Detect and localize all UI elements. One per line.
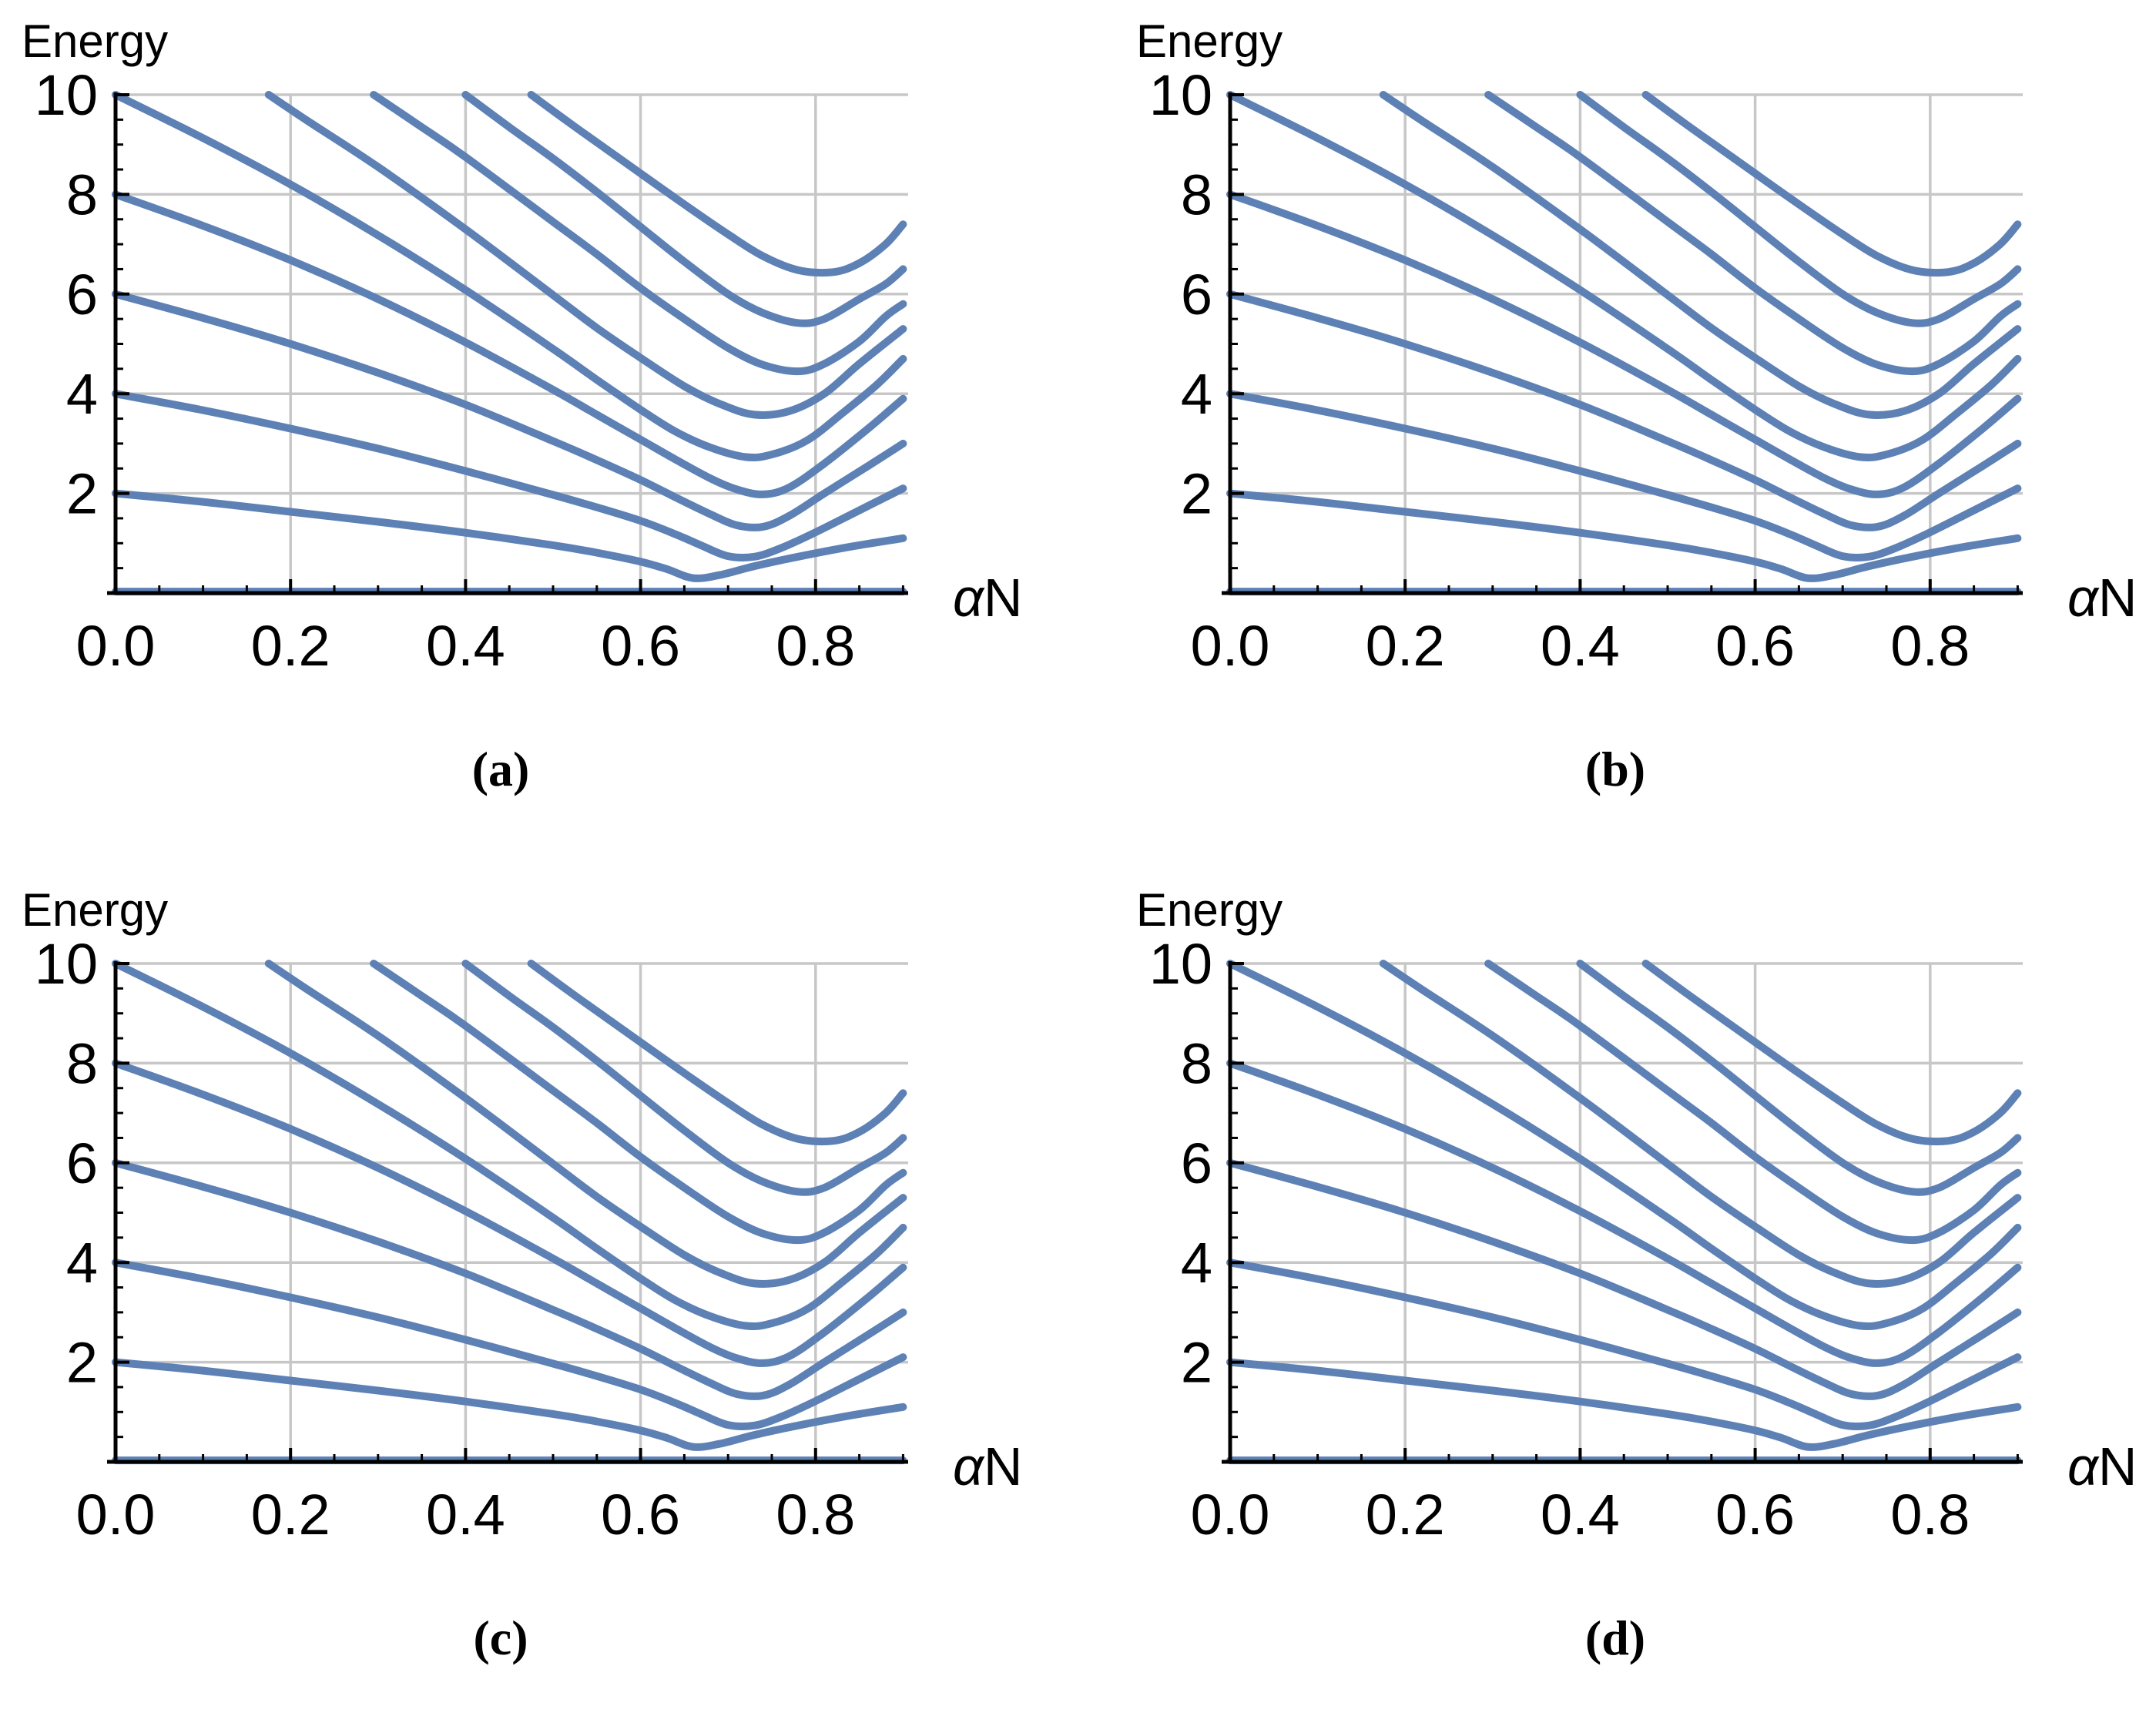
y-tick-label: 2: [66, 462, 98, 526]
energy-level-curve-E7: [370, 91, 907, 376]
y-tick-label: 10: [35, 932, 98, 996]
energy-level-curve-E6: [1379, 960, 2022, 1289]
x-tick-label: 0.6: [601, 1483, 680, 1547]
energy-level-curve-E5: [1226, 91, 2022, 462]
x-tick-label: 0.8: [1890, 1483, 1970, 1547]
energy-level-curve-E1: [112, 489, 907, 582]
energy-level-curve-E7: [1484, 91, 2022, 376]
x-tick-label: 0.8: [776, 1483, 855, 1547]
energy-level-curve-E4: [1226, 1059, 2022, 1367]
energy-level-curve-E3: [112, 1158, 907, 1400]
energy-level-curve-E8: [461, 960, 907, 1196]
panel-caption-c: (c): [473, 1610, 528, 1665]
panel-caption-a: (a): [471, 742, 530, 796]
energy-level-curve-E6: [264, 91, 907, 420]
x-tick-label: 0.8: [776, 614, 855, 678]
energy-level-curve-E6: [1379, 91, 2022, 420]
y-tick-label: 10: [1149, 932, 1212, 996]
y-tick-label: 6: [66, 263, 98, 327]
panel-a: 0.0 0.2 0.4 0.6 0.8 2 4 6 8 10 Energy αN (a): [0, 0, 1082, 847]
energy-level-curve-E9: [527, 91, 907, 277]
x-tick-label: 0.6: [601, 614, 680, 678]
y-tick-label: 8: [66, 163, 98, 226]
y-tick-label: 4: [1181, 362, 1212, 426]
x-tick-label: 0.4: [1541, 614, 1620, 678]
y-axis-title: Energy: [22, 884, 168, 936]
energy-level-curve-E1: [112, 1358, 907, 1451]
energy-level-curve-E3: [1226, 1158, 2022, 1400]
x-tick-label: 0.6: [1715, 614, 1795, 678]
x-axis-title: αN: [2067, 1436, 2137, 1496]
energy-level-curve-E9: [527, 960, 907, 1146]
y-tick-label: 4: [66, 1231, 98, 1295]
energy-level-curve-E8: [461, 91, 907, 327]
energy-level-curve-E9: [1641, 91, 2022, 277]
energy-level-curve-E6: [264, 960, 907, 1289]
panel-b: 0.0 0.2 0.4 0.6 0.8 2 4 6 8 10 Energy αN (b): [1115, 0, 2156, 847]
x-tick-label: 0.2: [1366, 614, 1445, 678]
y-tick-label: 6: [1181, 263, 1212, 327]
x-tick-label: 0.2: [1366, 1483, 1445, 1547]
y-axis-title: Energy: [22, 15, 168, 67]
energy-level-curve-E2: [1226, 1259, 2022, 1430]
x-tick-label: 0.2: [251, 614, 330, 678]
energy-level-curve-E5: [1226, 960, 2022, 1331]
x-tick-label: 0.4: [426, 614, 505, 678]
x-tick-label: 0.0: [1191, 614, 1270, 678]
y-tick-label: 8: [1181, 163, 1212, 226]
energy-level-curve-E2: [112, 1259, 907, 1430]
x-tick-label: 0.4: [426, 1483, 505, 1547]
x-tick-label: 0.0: [76, 1483, 156, 1547]
energy-level-curve-E3: [1226, 290, 2022, 531]
panel-c: 0.0 0.2 0.4 0.6 0.8 2 4 6 8 10 Energy αN (c): [0, 869, 1082, 1716]
y-tick-label: 4: [66, 362, 98, 426]
x-axis-title: αN: [2067, 568, 2137, 628]
energy-level-curve-E2: [112, 390, 907, 561]
x-axis-title: αN: [953, 568, 1022, 628]
y-axis-title: Energy: [1136, 884, 1283, 936]
y-axis-title: Energy: [1136, 15, 1283, 67]
energy-level-curve-E1: [1226, 489, 2022, 582]
energy-level-curve-E8: [1576, 91, 2022, 327]
x-tick-label: 0.6: [1715, 1483, 1795, 1547]
energy-level-curve-E5: [112, 960, 907, 1331]
panel-caption-d: (d): [1584, 1610, 1646, 1665]
x-tick-label: 0.2: [251, 1483, 330, 1547]
energy-level-curve-E5: [112, 91, 907, 462]
energy-level-curve-E1: [1226, 1358, 2022, 1451]
energy-level-curve-E2: [1226, 390, 2022, 561]
x-tick-label: 0.4: [1541, 1483, 1620, 1547]
x-tick-label: 0.0: [1191, 1483, 1270, 1547]
panel-d: 0.0 0.2 0.4 0.6 0.8 2 4 6 8 10 Energy αN (d): [1115, 869, 2156, 1716]
energy-level-curve-E7: [1484, 960, 2022, 1245]
energy-level-curve-E4: [112, 1059, 907, 1367]
energy-level-curve-E4: [112, 190, 907, 498]
x-axis-title: αN: [953, 1436, 1022, 1496]
y-tick-label: 8: [1181, 1031, 1212, 1095]
y-tick-label: 2: [66, 1331, 98, 1395]
x-tick-label: 0.0: [76, 614, 156, 678]
y-tick-label: 4: [1181, 1231, 1212, 1295]
panel-caption-b: (b): [1584, 742, 1646, 796]
y-tick-label: 10: [1149, 63, 1212, 127]
y-tick-label: 10: [35, 63, 98, 127]
y-tick-label: 8: [66, 1031, 98, 1095]
y-tick-label: 2: [1181, 1331, 1212, 1395]
energy-level-curve-E9: [1641, 960, 2022, 1146]
y-tick-label: 6: [1181, 1131, 1212, 1195]
energy-level-curve-E8: [1576, 960, 2022, 1196]
energy-level-curve-E4: [1226, 190, 2022, 498]
y-tick-label: 6: [66, 1131, 98, 1195]
energy-level-curve-E7: [370, 960, 907, 1245]
x-tick-label: 0.8: [1890, 614, 1970, 678]
y-tick-label: 2: [1181, 462, 1212, 526]
energy-level-curve-E3: [112, 290, 907, 531]
